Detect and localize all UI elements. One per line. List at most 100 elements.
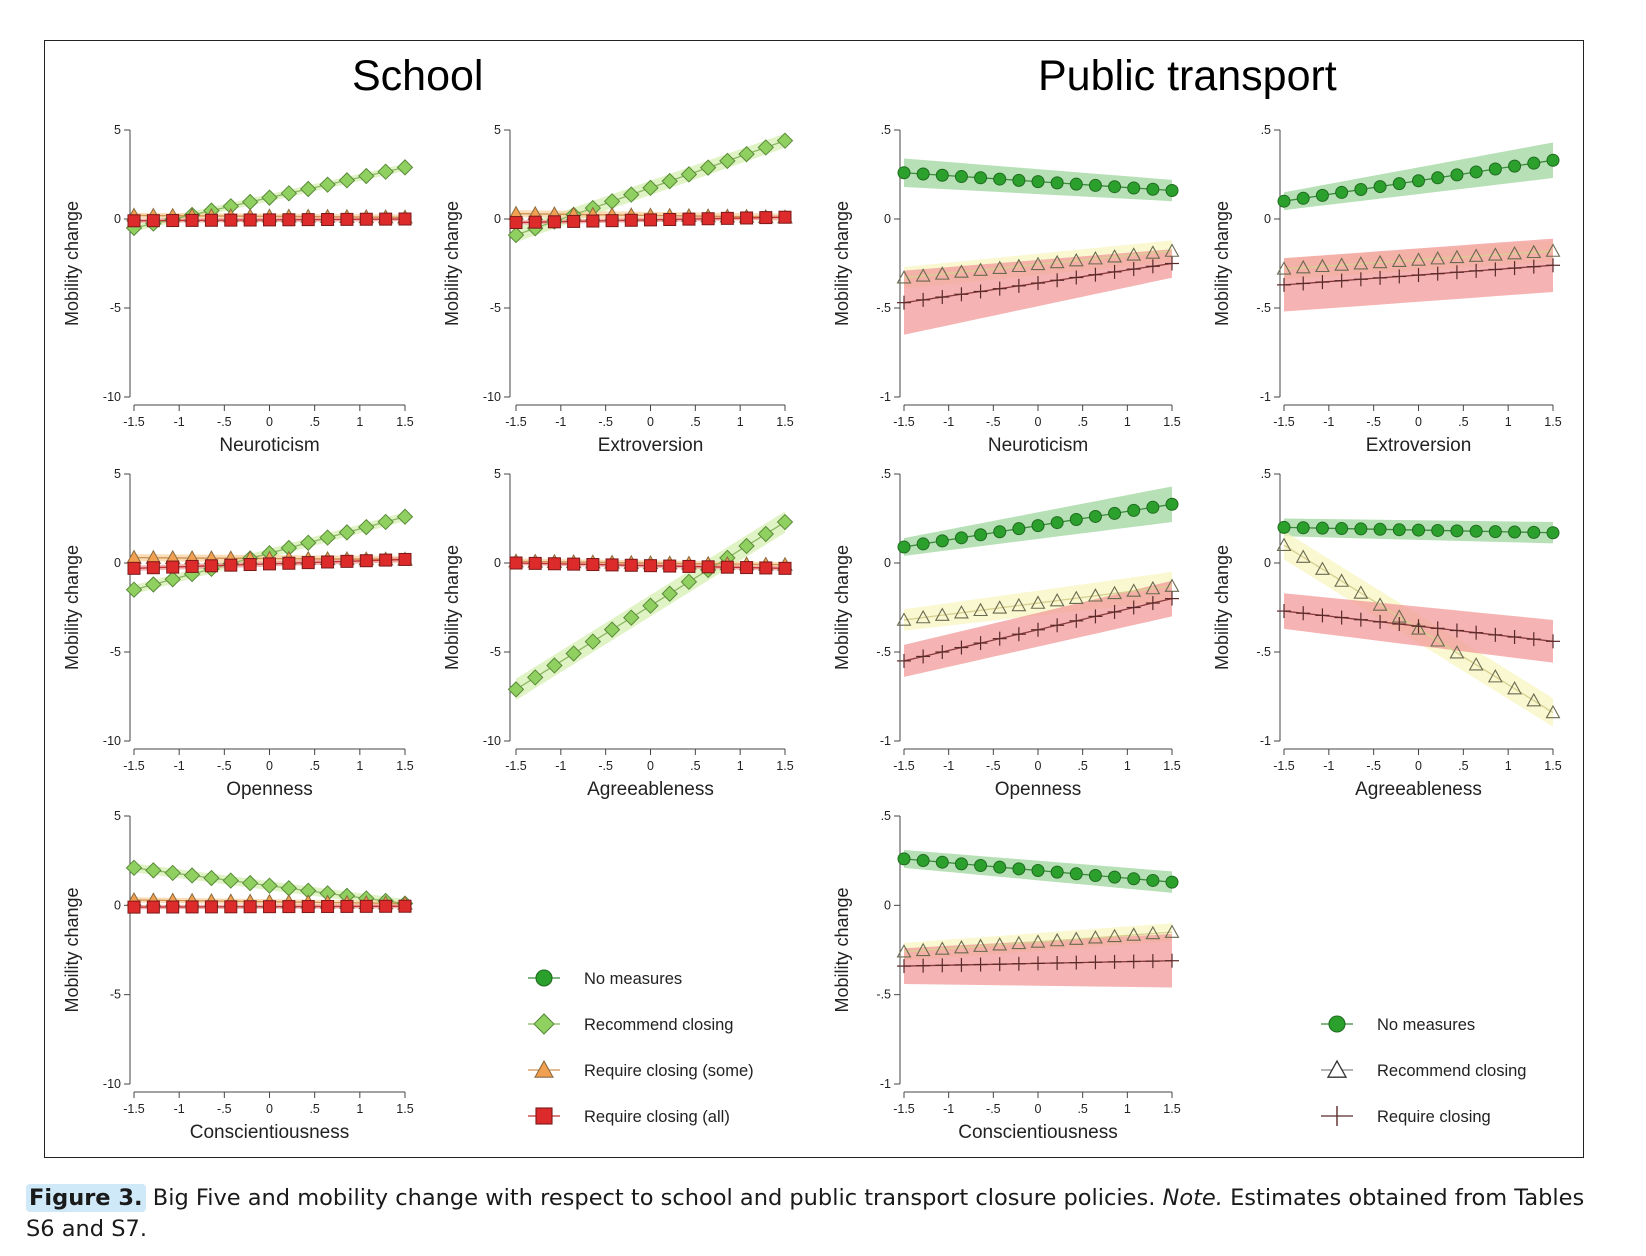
point-plus — [1353, 612, 1368, 627]
point-diamond — [300, 534, 317, 551]
x-tick-label: .5 — [1458, 759, 1468, 773]
point-plus — [1315, 275, 1330, 290]
point-diamond — [776, 513, 794, 531]
x-tick-label: -1.5 — [893, 1102, 915, 1116]
legend-marker-circle — [1328, 1015, 1346, 1033]
point-triangle-hollow — [973, 262, 989, 276]
point-circle — [1127, 872, 1141, 886]
point-square — [528, 215, 542, 229]
point-triangle-hollow — [1353, 585, 1369, 599]
point-circle — [1315, 521, 1329, 535]
point-triangle-hollow — [1126, 583, 1142, 597]
point-plus — [1277, 604, 1291, 619]
point-square — [243, 900, 257, 914]
point-circle — [1335, 522, 1349, 536]
point-triangle-hollow — [953, 605, 969, 619]
panel-transport-openness: .50-.5-1-1.5 -1 -.5 0.5 1 1.5OpennessMobility… — [832, 467, 1181, 800]
y-tick-label: -5 — [110, 301, 121, 315]
point-triangle-hollow — [934, 266, 950, 280]
panel-school-conscientiousness: 5 0 -5 -10-1.5 -1 -.5 0 .5 1 1.5 Conscientiousness… — [62, 809, 414, 1143]
y-tick-label: -1 — [1260, 390, 1271, 404]
x-axis-label: Agreeableness — [587, 779, 714, 800]
point-diamond — [757, 139, 774, 156]
x-tick-label: 0 — [1415, 415, 1422, 429]
y-tick-label: -1 — [880, 734, 891, 748]
x-tick-label: .5 — [309, 1102, 319, 1116]
point-triangle-hollow — [896, 612, 912, 626]
point-plus — [897, 959, 911, 974]
y-tick-label: -5 — [490, 301, 501, 315]
x-tick-label: .5 — [1077, 1102, 1087, 1116]
point-plus — [916, 292, 931, 307]
point-plus — [1373, 614, 1388, 629]
point-diamond — [377, 163, 394, 180]
point-triangle-hollow — [1353, 256, 1369, 270]
point-circle — [974, 528, 988, 542]
point-triangle-hollow — [1411, 621, 1426, 635]
point-square — [567, 214, 581, 228]
point-triangle-hollow — [953, 939, 969, 954]
x-tick-label: 1 — [356, 415, 363, 429]
x-tick-label: -.5 — [986, 415, 1001, 429]
x-tick-label: -1.5 — [123, 415, 145, 429]
y-tick-label: 0 — [1264, 212, 1271, 226]
point-plus — [1334, 610, 1349, 625]
legend-marker-diamond — [533, 1013, 555, 1035]
panel-school-agreeableness: 5 0 -5 -10 -1.5 -1 -.5 0 .5 1 1.5 Agreeableness Mobi… — [442, 467, 794, 800]
point-plus — [1165, 953, 1179, 968]
point-square — [127, 561, 141, 575]
point-square — [263, 557, 276, 571]
point-triangle-hollow — [992, 260, 1008, 274]
x-tick-label: 0 — [1035, 1102, 1042, 1116]
point-diamond — [680, 573, 698, 591]
point-triangle-hollow — [1545, 243, 1561, 257]
point-square — [720, 560, 734, 574]
y-tick-label: 0 — [884, 212, 891, 226]
point-plus — [1165, 591, 1179, 606]
point-triangle-hollow — [1145, 580, 1161, 595]
point-plus — [916, 958, 931, 973]
point-square — [340, 899, 354, 913]
point-triangle-hollow — [973, 602, 989, 617]
point-circle — [916, 167, 930, 181]
point-triangle-hollow — [915, 942, 931, 957]
point-square — [586, 558, 600, 572]
point-diamond — [164, 864, 181, 882]
point-diamond — [145, 576, 162, 593]
point-plus — [1469, 263, 1484, 278]
point-triangle-hollow — [934, 607, 950, 621]
point-circle — [1373, 522, 1387, 536]
point-circle — [1031, 175, 1045, 189]
x-tick-label: 1.5 — [396, 759, 413, 773]
y-tick-label: -10 — [103, 390, 121, 404]
x-axis-label: Openness — [226, 779, 313, 800]
point-plus — [992, 281, 1007, 296]
point-triangle-hollow — [1391, 253, 1407, 267]
point-triangle-hollow — [1145, 925, 1161, 940]
point-triangle-hollow — [1049, 593, 1065, 607]
point-plus — [1411, 619, 1426, 634]
point-plus — [1126, 600, 1141, 615]
y-axis-label: Mobility change — [62, 201, 82, 326]
point-circle — [1031, 519, 1045, 533]
y-tick-label: 0 — [884, 556, 891, 570]
legend-label: Recommend closing — [1377, 1062, 1526, 1080]
point-square — [740, 211, 754, 225]
point-square — [586, 214, 600, 228]
point-plus — [1334, 273, 1349, 288]
point-plus — [1107, 264, 1122, 279]
y-tick-label: .5 — [881, 809, 891, 823]
y-axis-label: Mobility change — [442, 545, 462, 670]
point-diamond — [125, 859, 143, 877]
x-tick-label: 1 — [356, 759, 363, 773]
point-square — [379, 212, 393, 226]
point-circle — [1508, 525, 1522, 539]
point-plus — [1277, 277, 1291, 292]
point-plus — [1430, 621, 1445, 636]
point-square — [321, 899, 335, 913]
point-triangle-hollow — [992, 937, 1008, 951]
y-axis-label: Mobility change — [442, 201, 462, 326]
point-square — [185, 559, 199, 573]
point-circle — [916, 537, 930, 551]
x-tick-label: 1.5 — [396, 415, 413, 429]
